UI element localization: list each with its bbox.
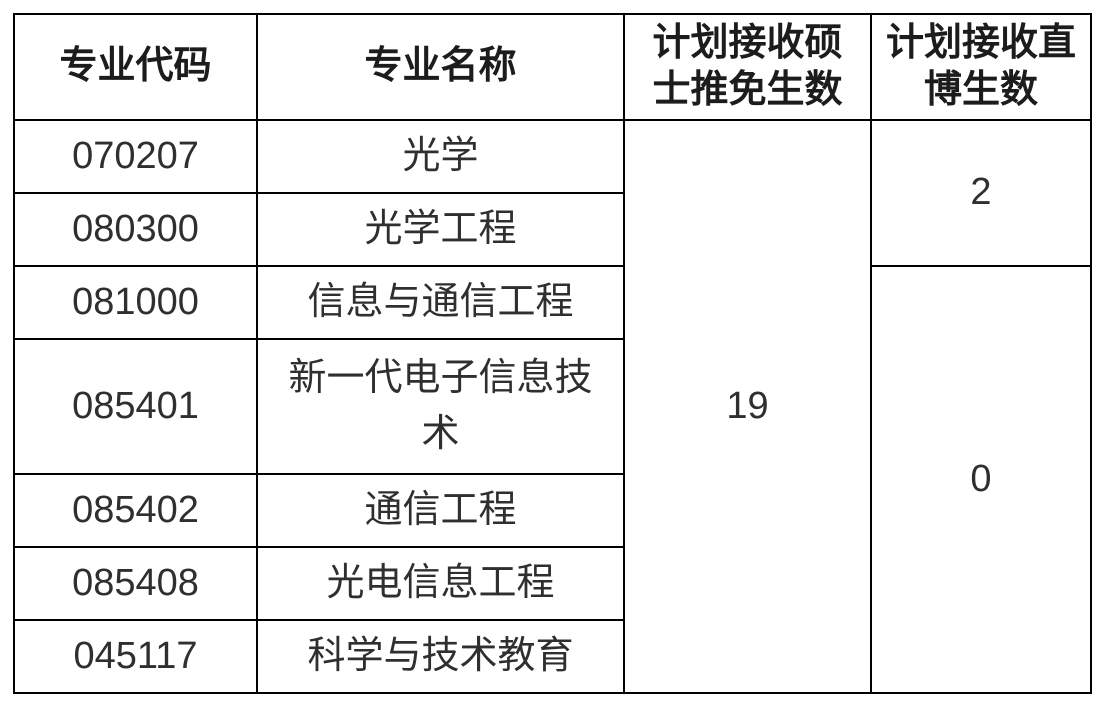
table-row: 045117 科学与技术教育 — [13, 619, 1091, 694]
major-name: 光学 — [256, 119, 625, 194]
header-direct-phd-count: 计划接收直博生数 — [870, 13, 1092, 121]
table-row: 081000 信息与通信工程 0 — [13, 265, 1092, 694]
table-row: 070207 光学 19 2 — [13, 119, 1092, 694]
major-code: 085408 — [13, 546, 258, 621]
major-code: 045117 — [13, 619, 258, 694]
major-code: 081000 — [13, 265, 258, 340]
major-name: 光电信息工程 — [256, 546, 625, 621]
table-row: 085402 通信工程 — [13, 473, 1091, 548]
table-row: 085401 新一代电子信息技术 — [13, 338, 1091, 475]
header-major-name: 专业名称 — [256, 13, 625, 121]
table-header-row: 专业代码 专业名称 计划接收硕士推免生数 计划接收直博生数 — [13, 13, 1092, 121]
major-code: 070207 — [13, 119, 258, 194]
major-name: 信息与通信工程 — [256, 265, 625, 340]
table-row: 085408 光电信息工程 — [13, 546, 1091, 621]
admission-quota-table: 专业代码 专业名称 计划接收硕士推免生数 计划接收直博生数 070207 光学 … — [13, 13, 1092, 694]
major-name: 光学工程 — [256, 192, 625, 267]
direct-phd-count-cell-top: 2 — [870, 119, 1092, 267]
major-name: 新一代电子信息技术 — [256, 338, 625, 475]
major-name: 通信工程 — [256, 473, 625, 548]
master-recommend-total-cell: 19 — [623, 119, 872, 694]
header-major-code: 专业代码 — [13, 13, 258, 121]
major-name: 科学与技术教育 — [256, 619, 625, 694]
major-code: 085402 — [13, 473, 258, 548]
major-code: 085401 — [13, 338, 258, 475]
major-code: 080300 — [13, 192, 258, 267]
table-row: 080300 光学工程 — [13, 192, 1091, 267]
direct-phd-count-cell-bottom: 0 — [870, 265, 1092, 694]
header-master-recommend-count: 计划接收硕士推免生数 — [623, 13, 872, 121]
